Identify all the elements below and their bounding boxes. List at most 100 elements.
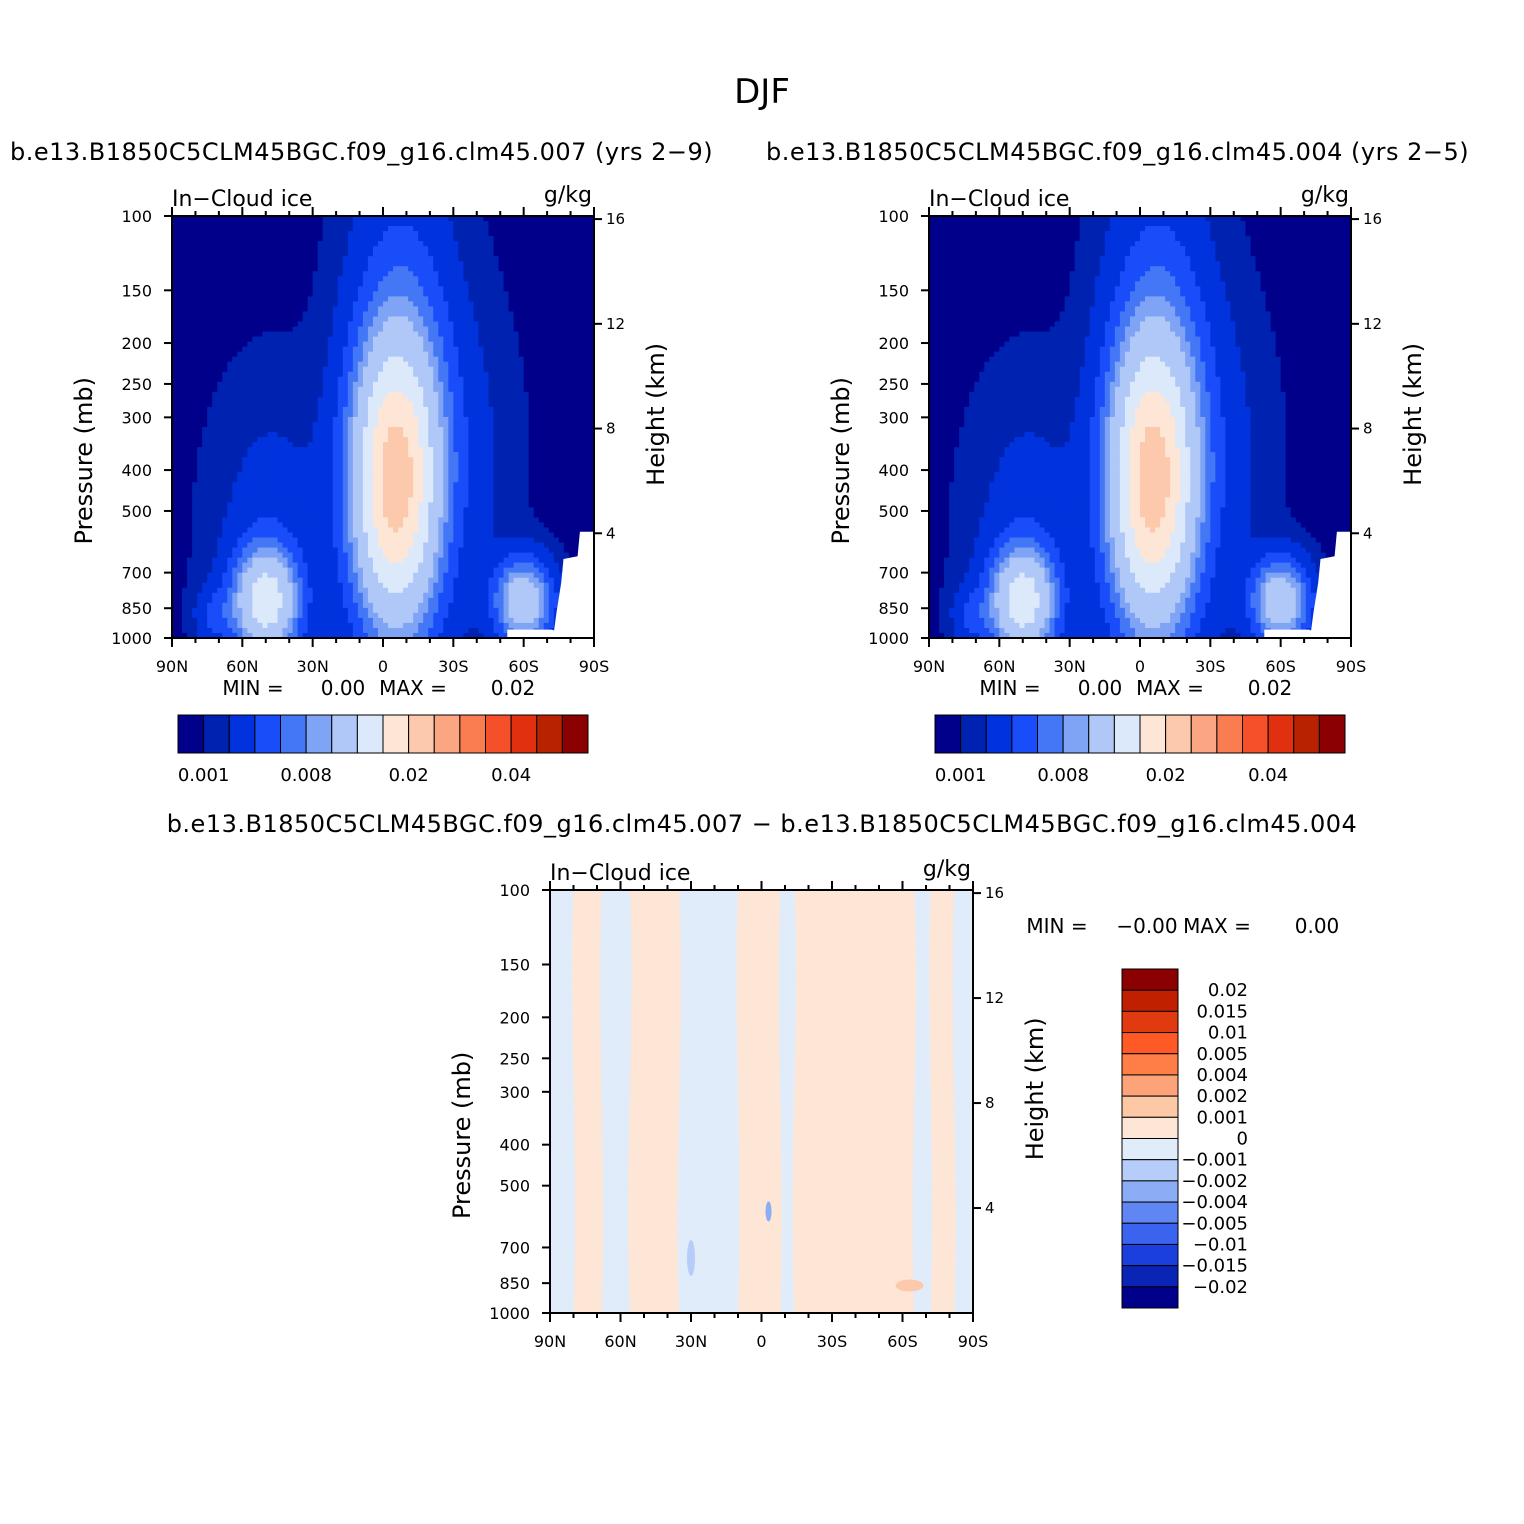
- panel-1-cell: [267, 487, 274, 493]
- panel-1-cell: [367, 366, 374, 373]
- panel-1-cell: [282, 396, 289, 403]
- panel-1-cell: [192, 406, 198, 413]
- panel-1-cell: [458, 271, 464, 277]
- panel-1-cell: [563, 452, 570, 458]
- panel-1-cell: [337, 326, 344, 333]
- panel-1-cell: [438, 391, 444, 398]
- panel-1-cell: [563, 492, 570, 498]
- panel-1-cell: [568, 281, 575, 287]
- panel-1-cell: [548, 296, 555, 302]
- panel-1-cell: [187, 411, 193, 418]
- panel-1-cell: [423, 497, 429, 503]
- panel-1-cell: [583, 356, 590, 363]
- panel-1-cell: [513, 246, 520, 252]
- panel-1-cell: [237, 221, 243, 227]
- panel-1-cell: [503, 421, 510, 428]
- panel-1-cell: [277, 336, 284, 343]
- panel-1-cell: [413, 421, 419, 428]
- panel-1-cell: [177, 216, 183, 222]
- panel-1-cell: [222, 251, 228, 257]
- panel-1-cell: [317, 401, 324, 408]
- panel-1-cell: [553, 437, 560, 443]
- panel-1-cell: [508, 452, 515, 458]
- panel-1-cell: [538, 487, 545, 493]
- panel-1-cell: [433, 241, 439, 247]
- panel-1-cell: [393, 286, 399, 292]
- panel-1-cell: [493, 442, 500, 448]
- panel-1-cell: [563, 381, 570, 388]
- panel-1-cell: [383, 406, 389, 413]
- panel-1-cell: [277, 376, 284, 383]
- panel-1-cell: [202, 301, 208, 308]
- panel-1-cell: [458, 416, 464, 423]
- panel-1-cell: [583, 482, 590, 488]
- panel-1-cell: [252, 326, 258, 333]
- panel-1-cell: [322, 416, 329, 423]
- panel-1-cell: [247, 381, 253, 388]
- panel-1-cell: [513, 416, 520, 423]
- panel-1-cell: [317, 321, 324, 328]
- panel-1-cell: [508, 296, 515, 302]
- panel-1-cell: [513, 236, 520, 242]
- panel-1-cell: [408, 316, 414, 323]
- panel-1-cell: [468, 427, 475, 433]
- panel-1-cell: [222, 241, 228, 247]
- panel-1-cell: [187, 316, 193, 323]
- panel-1-cell: [503, 452, 510, 458]
- panel-1-cell: [282, 442, 289, 448]
- panel-1-cell: [513, 437, 520, 443]
- panel-1-cell: [367, 351, 374, 358]
- panel-1-cell: [443, 216, 449, 222]
- panel-1-cell: [352, 366, 359, 373]
- panel-1-cell: [247, 416, 253, 423]
- panel-1-cell: [242, 487, 248, 493]
- panel-1-cell: [483, 427, 490, 433]
- panel-1-cell: [292, 401, 299, 408]
- panel-1-cell: [227, 361, 233, 368]
- panel-1-cell: [563, 281, 570, 287]
- panel-1-cell: [242, 512, 248, 519]
- panel-1-cell: [252, 421, 258, 428]
- panel-1-cell: [362, 427, 369, 433]
- panel-1-cell: [317, 311, 324, 318]
- panel-1-cell: [463, 411, 469, 418]
- panel-1-cell: [187, 457, 193, 463]
- panel-1-cell: [468, 241, 475, 247]
- panel-1-cell: [267, 271, 274, 277]
- panel-1-cell: [232, 361, 238, 368]
- panel-1-cell: [548, 246, 555, 252]
- panel-1-cell: [538, 457, 545, 463]
- panel-1-cell: [327, 246, 334, 252]
- panel-1-cell: [342, 502, 349, 508]
- panel-1-cell: [207, 427, 213, 433]
- panel-1-cell: [277, 216, 284, 222]
- panel-1-cell: [493, 452, 500, 458]
- panel-1-cell: [528, 331, 535, 338]
- panel-1-cell: [563, 321, 570, 328]
- panel-1-cell: [377, 251, 384, 257]
- panel-1-cell: [262, 311, 269, 318]
- panel-1-cell: [322, 371, 329, 378]
- panel-1-cell: [222, 467, 228, 473]
- panel-1-cell: [307, 291, 314, 297]
- panel-1-cell: [408, 427, 414, 433]
- panel-1-cell: [217, 221, 223, 227]
- panel-1-cell: [197, 341, 203, 348]
- panel-1-cell: [413, 281, 419, 287]
- panel-1-cell: [458, 331, 464, 338]
- panel-1-cell: [332, 261, 339, 267]
- panel-1-cell: [247, 411, 253, 418]
- panel-1-cell: [347, 477, 354, 483]
- panel-1-cell: [503, 376, 510, 383]
- panel-1-cell: [503, 221, 510, 227]
- panel-1-cell: [563, 502, 570, 508]
- panel-1-cell: [217, 432, 223, 438]
- panel-1-cell: [493, 236, 500, 242]
- panel-1-cell: [413, 246, 419, 252]
- panel-1-cell: [347, 391, 354, 398]
- panel-1-cell: [543, 316, 550, 323]
- panel-1-cell: [317, 336, 324, 343]
- panel-1-cell: [573, 316, 580, 323]
- panel-1-cell: [307, 482, 314, 488]
- panel-1-cell: [332, 427, 339, 433]
